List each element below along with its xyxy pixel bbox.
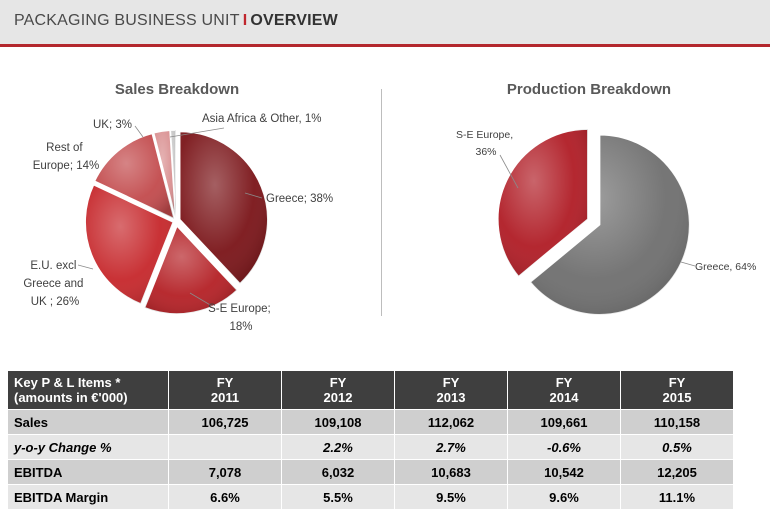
pl-table: Key P & L Items * (amounts in €'000) FY 2… xyxy=(7,370,734,510)
sales-label-asia: Asia Africa & Other, 1% xyxy=(202,113,322,125)
table-cell: 12,205 xyxy=(620,459,734,485)
pl-header-fy2013: FY 2013 xyxy=(394,370,508,410)
sales-label-eu-l1: E.U. excl xyxy=(30,260,76,272)
sales-slice-shine-e-u-excl-greece-and-uk xyxy=(85,184,174,304)
table-cell: 9.6% xyxy=(507,484,621,510)
table-cell: 7,078 xyxy=(168,459,282,485)
table-cell: 11.1% xyxy=(620,484,734,510)
sales-slice-shine-uk xyxy=(153,130,176,219)
sales-slice-shine-rest-of-europe xyxy=(94,133,175,219)
table-cell: 109,108 xyxy=(281,409,395,435)
pl-header-fy2015-l1: FY xyxy=(668,375,686,390)
production-pie xyxy=(497,128,691,316)
pl-header-label: Key P & L Items * (amounts in €'000) xyxy=(7,370,169,410)
table-row-ebitda-margin: EBITDA Margin 6.6% 5.5% 9.5% 9.6% 11.1% xyxy=(7,484,734,510)
pl-header-fy2014-l1: FY xyxy=(555,375,573,390)
sales-label-greece: Greece; 38% xyxy=(266,193,333,205)
sales-slice-shine-greece xyxy=(179,131,268,284)
row-label: EBITDA Margin xyxy=(7,484,169,510)
production-label-se-europe-l1: S-E Europe, xyxy=(456,129,513,141)
pl-header-fy2012-l2: 2012 xyxy=(323,390,353,405)
table-cell xyxy=(168,434,282,460)
sales-label-uk: UK; 3% xyxy=(93,119,132,131)
pl-header-fy2011-l2: 2011 xyxy=(210,390,240,405)
production-leaders xyxy=(499,154,696,267)
sales-label-rest-l2: Europe; 14% xyxy=(33,160,100,172)
table-row-ebitda: EBITDA 7,078 6,032 10,683 10,542 12,205 xyxy=(7,459,734,485)
pl-header-fy2013-l2: 2013 xyxy=(436,390,466,405)
table-cell: 6,032 xyxy=(281,459,395,485)
title-bold: OVERVIEW xyxy=(250,12,338,29)
sales-pie xyxy=(84,129,269,315)
pl-header-fy2015: FY 2015 xyxy=(620,370,734,410)
production-label-se-europe-l2: 36% xyxy=(475,146,496,158)
table-cell: 106,725 xyxy=(168,409,282,435)
sales-label-eu: E.U. excl Greece and UK ; 26% xyxy=(23,260,86,308)
chart-divider xyxy=(381,89,382,316)
row-label: EBITDA xyxy=(7,459,169,485)
sales-label-se-europe: S-E Europe; 18% xyxy=(208,303,274,333)
table-cell: 10,683 xyxy=(394,459,508,485)
pl-header-fy2013-l1: FY xyxy=(442,375,460,390)
header-bar: PACKAGING BUSINESS UNIT I OVERVIEW xyxy=(0,0,770,47)
pl-header-label-l2: (amounts in €'000) xyxy=(14,390,128,405)
table-cell: 112,062 xyxy=(394,409,508,435)
sales-label-rest-l1: Rest of xyxy=(46,142,83,154)
production-chart-title: Production Breakdown xyxy=(507,81,671,98)
sales-label-eu-l3: UK ; 26% xyxy=(31,296,80,308)
pl-header-fy2014-l2: 2014 xyxy=(549,390,579,405)
sales-label-se-europe-l2: 18% xyxy=(229,321,252,333)
pie-charts: Sales Breakdown Greece; 38% S-E Europe; … xyxy=(23,81,756,333)
sales-slice-shine-s-e-europe xyxy=(144,225,238,314)
table-cell: 109,661 xyxy=(507,409,621,435)
pl-header-fy2011-l1: FY xyxy=(216,375,234,390)
pl-header-fy2012-l1: FY xyxy=(329,375,347,390)
table-cell: 5.5% xyxy=(281,484,395,510)
title-main: PACKAGING BUSINESS UNIT xyxy=(14,12,240,29)
table-cell: 2.2% xyxy=(281,434,395,460)
sales-chart-title: Sales Breakdown xyxy=(115,81,239,98)
production-label-greece: Greece, 64% xyxy=(695,261,756,273)
sales-label-eu-l2: Greece and xyxy=(23,278,83,290)
pl-header-fy2014: FY 2014 xyxy=(507,370,621,410)
table-row-sales: Sales 106,725 109,108 112,062 109,661 11… xyxy=(7,409,734,435)
table-cell: 9.5% xyxy=(394,484,508,510)
row-label: Sales xyxy=(7,409,169,435)
pl-header-fy2011: FY 2011 xyxy=(168,370,282,410)
sales-leaders xyxy=(77,125,263,307)
title-separator: I xyxy=(242,12,248,29)
sales-slice-shine-asia-africa-other xyxy=(170,130,176,219)
pl-header-label-l1: Key P & L Items * xyxy=(14,375,121,390)
table-cell: 6.6% xyxy=(168,484,282,510)
table-row-yoy: y-o-y Change % 2.2% 2.7% -0.6% 0.5% xyxy=(7,434,734,460)
page-title: PACKAGING BUSINESS UNIT I OVERVIEW xyxy=(14,12,338,30)
production-slice-shine-s-e-europe xyxy=(497,129,588,277)
row-label: y-o-y Change % xyxy=(7,434,169,460)
pl-header-fy2015-l2: 2015 xyxy=(662,390,692,405)
sales-label-rest: Rest of Europe; 14% xyxy=(33,142,100,172)
table-cell: 10,542 xyxy=(507,459,621,485)
sales-label-se-europe-l1: S-E Europe; xyxy=(208,303,271,315)
table-cell: 110,158 xyxy=(620,409,734,435)
table-cell: 0.5% xyxy=(620,434,734,460)
production-label-se-europe: S-E Europe, 36% xyxy=(456,129,516,158)
table-cell: 2.7% xyxy=(394,434,508,460)
table-cell: -0.6% xyxy=(507,434,621,460)
pl-header-row: Key P & L Items * (amounts in €'000) FY 2… xyxy=(7,370,734,410)
pl-header-fy2012: FY 2012 xyxy=(281,370,395,410)
production-slice-shine-greece xyxy=(530,134,690,315)
